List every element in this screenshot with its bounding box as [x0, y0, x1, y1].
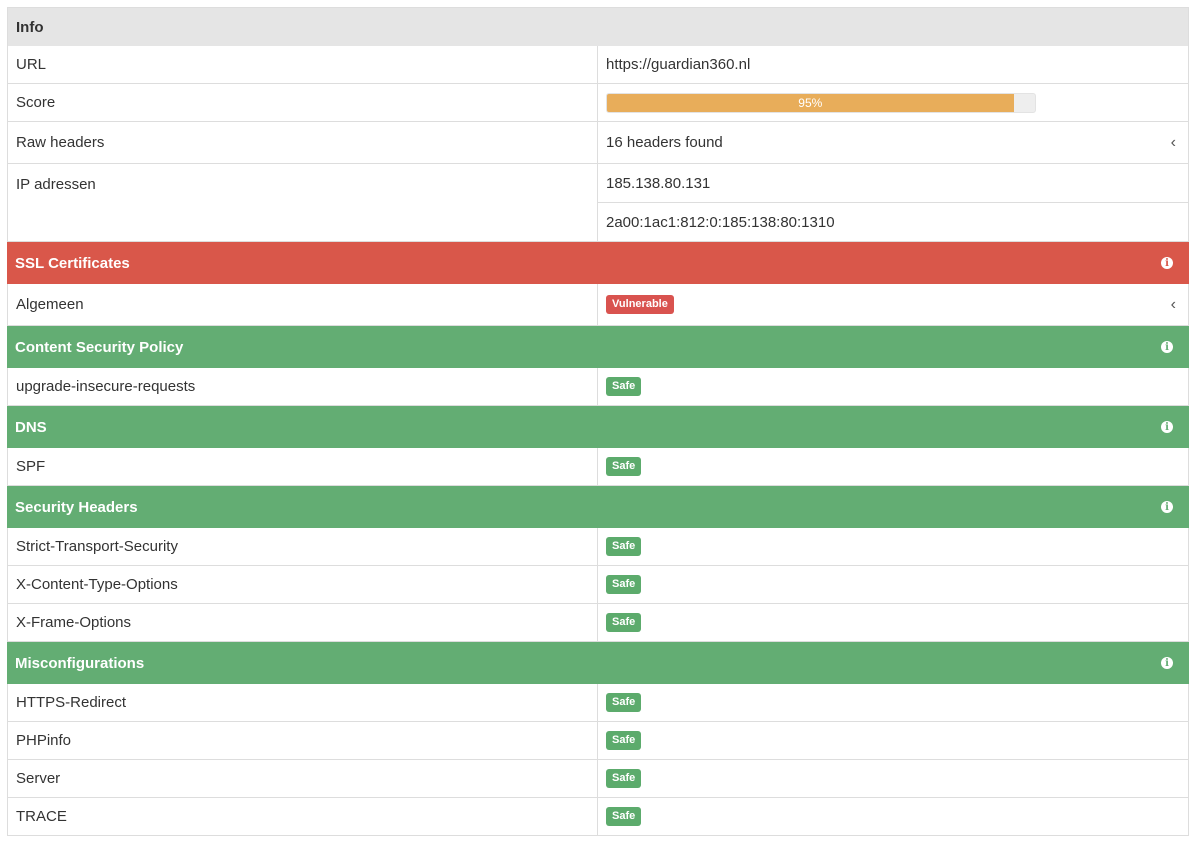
score-label: Score: [8, 84, 598, 121]
check-row: Server Safe: [7, 760, 1189, 798]
check-row: upgrade-insecure-requests Safe: [7, 368, 1189, 406]
section-title: DNS: [15, 418, 47, 436]
section-header: Security Headers i: [7, 486, 1189, 528]
score-progress: 95%: [606, 92, 1036, 113]
section-title: Misconfigurations: [15, 654, 145, 672]
raw-headers-row[interactable]: Raw headers 16 headers found ‹: [7, 122, 1189, 164]
check-label: Server: [8, 760, 598, 797]
check-label: Strict-Transport-Security: [8, 528, 598, 565]
check-row: TRACE Safe: [7, 798, 1189, 836]
check-label: upgrade-insecure-requests: [8, 368, 598, 405]
section-title: Security Headers: [15, 498, 138, 516]
chevron-left-icon[interactable]: ‹: [1170, 133, 1176, 151]
safe-badge: Safe: [606, 457, 642, 476]
section-title: SSL Certificates: [15, 254, 130, 272]
check-label: Algemeen: [8, 284, 598, 325]
safe-badge: Safe: [606, 377, 642, 396]
check-label: X-Content-Type-Options: [8, 566, 598, 603]
info-icon[interactable]: i: [1161, 421, 1173, 433]
check-row: PHPinfo Safe: [7, 722, 1189, 760]
check-label: SPF: [8, 448, 598, 485]
check-row: SPF Safe: [7, 448, 1189, 486]
info-icon[interactable]: i: [1161, 257, 1173, 269]
url-value: https://guardian360.nl: [606, 56, 751, 73]
section-title: Content Security Policy: [15, 338, 184, 356]
info-header: Info: [7, 7, 1189, 46]
info-icon[interactable]: i: [1161, 501, 1173, 513]
section-header: DNS i: [7, 406, 1189, 448]
safe-badge: Safe: [606, 807, 642, 826]
check-row: X-Content-Type-Options Safe: [7, 566, 1189, 604]
section-header: SSL Certificates i: [7, 242, 1189, 284]
ip-value: 2a00:1ac1:812:0:185:138:80:1310: [598, 202, 1188, 241]
ip-row: IP adressen 185.138.80.131 2a00:1ac1:812…: [7, 164, 1189, 242]
check-label: PHPinfo: [8, 722, 598, 759]
safe-badge: Safe: [606, 731, 642, 750]
check-row[interactable]: Algemeen Vulnerable ‹: [7, 284, 1189, 326]
check-label: X-Frame-Options: [8, 604, 598, 641]
results-table: Info URL https://guardian360.nl Score 95…: [7, 7, 1189, 836]
section-header: Content Security Policy i: [7, 326, 1189, 368]
ip-label: IP adressen: [8, 164, 598, 241]
raw-headers-value: 16 headers found: [606, 134, 723, 151]
check-row: HTTPS-Redirect Safe: [7, 684, 1189, 722]
safe-badge: Safe: [606, 693, 642, 712]
info-title: Info: [16, 18, 44, 36]
vulnerable-badge: Vulnerable: [606, 295, 674, 314]
check-row: X-Frame-Options Safe: [7, 604, 1189, 642]
info-icon[interactable]: i: [1161, 657, 1173, 669]
safe-badge: Safe: [606, 537, 642, 556]
url-row: URL https://guardian360.nl: [7, 46, 1189, 84]
chevron-left-icon[interactable]: ‹: [1170, 295, 1176, 313]
raw-headers-label: Raw headers: [8, 122, 598, 163]
ip-value: 185.138.80.131: [606, 174, 711, 192]
safe-badge: Safe: [606, 575, 642, 594]
safe-badge: Safe: [606, 613, 642, 632]
safe-badge: Safe: [606, 769, 642, 788]
check-label: HTTPS-Redirect: [8, 684, 598, 721]
url-label: URL: [8, 46, 598, 83]
check-row: Strict-Transport-Security Safe: [7, 528, 1189, 566]
score-progress-bar: 95%: [607, 93, 1014, 112]
check-label: TRACE: [8, 798, 598, 835]
score-row: Score 95%: [7, 84, 1189, 122]
info-icon[interactable]: i: [1161, 341, 1173, 353]
section-header: Misconfigurations i: [7, 642, 1189, 684]
